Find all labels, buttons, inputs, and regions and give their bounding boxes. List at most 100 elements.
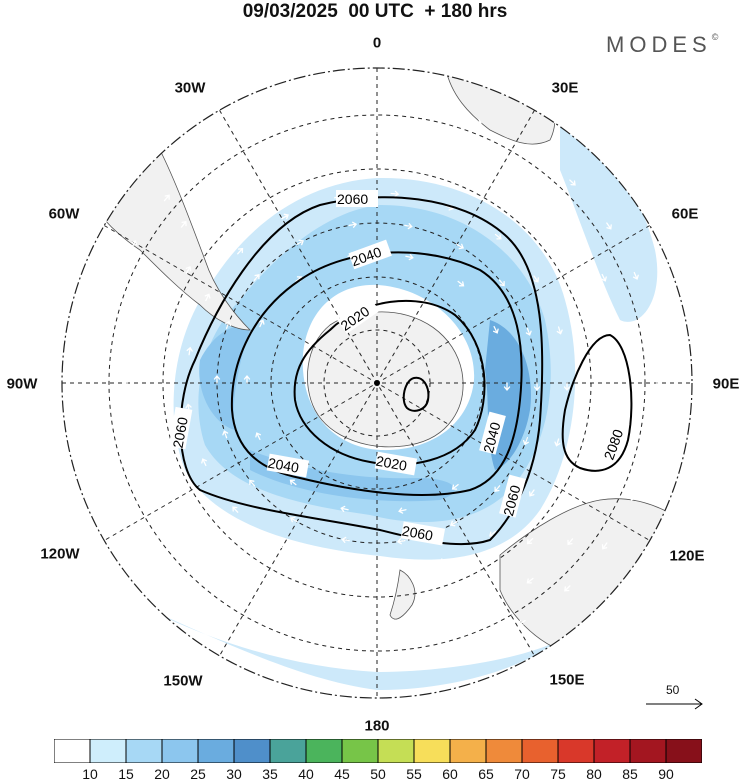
wind-vector: [618, 326, 625, 336]
map-title: 09/03/2025 00 UTC + 180 hrs: [242, 1, 508, 22]
lon-label-150w: 150W: [163, 672, 203, 690]
wind-vector: [341, 536, 350, 543]
wind-vector: [253, 126, 261, 133]
wind-vector: [261, 603, 270, 610]
lon-label-0: 0: [372, 34, 382, 52]
wind-vector: [199, 599, 207, 606]
wind-vector: [181, 486, 188, 494]
lon-label-120w: 120W: [40, 545, 80, 563]
colorbar-swatch: [161, 739, 199, 763]
lon-label-120e: 120E: [669, 547, 705, 565]
wind-vector: [201, 458, 207, 467]
wind-vector: [186, 346, 193, 356]
colorbar-swatch: [305, 739, 343, 763]
colorbar-tick-label: 15: [118, 766, 134, 782]
wind-vector: [623, 382, 631, 392]
wind-vector: [232, 506, 239, 513]
brand-text: MODES: [606, 32, 712, 57]
wind-vector: [433, 168, 442, 175]
wind-vector: [215, 532, 223, 540]
shading-south: [150, 610, 560, 690]
wind-vector: [185, 266, 192, 274]
wind-vector: [533, 275, 539, 283]
wind-vector: [522, 437, 529, 446]
wind-vector: [585, 439, 592, 448]
wind-vector: [606, 222, 612, 230]
colorbar-tick-label: 90: [658, 766, 674, 782]
wind-vector: [162, 318, 169, 327]
contour-label: 2040: [480, 420, 504, 454]
contour-2040: [230, 251, 523, 496]
lon-label-60w: 60W: [48, 205, 80, 223]
wind-vector: [313, 622, 323, 629]
wind-vector: [131, 319, 138, 329]
wind-vector: [258, 319, 265, 328]
wind-vector: [127, 511, 134, 520]
wind-vector: [498, 279, 505, 287]
contour-2020: [293, 299, 486, 466]
wind-vector: [494, 233, 502, 240]
colorbar-tick-label: 40: [298, 766, 314, 782]
wind-vector: [484, 156, 493, 163]
lon-label-30w: 30W: [174, 79, 206, 97]
wind-vector: [418, 103, 428, 110]
wind-vector: [160, 432, 167, 441]
lon-label-60e: 60E: [671, 205, 699, 223]
wind-vector: [411, 657, 421, 664]
colorbar-swatch: [593, 739, 631, 763]
wind-vector: [532, 186, 540, 193]
wind-vector: [525, 327, 532, 336]
contour-labels: 2060 2040 2020 2020 2040 2060 2060 2040 …: [168, 190, 630, 546]
wind-vector: [275, 542, 283, 549]
wind-vector: [524, 144, 532, 151]
wind-vector: [147, 484, 153, 493]
wind-vector: [94, 403, 102, 412]
wind-vector: [567, 538, 574, 546]
wind-vector: [267, 153, 276, 159]
wind-vector: [354, 659, 364, 666]
wind-vector: [222, 430, 229, 439]
wind-vector: [159, 559, 166, 567]
colorbar-swatch: [485, 739, 523, 763]
wind-vector: [556, 326, 563, 335]
wind-vector: [533, 382, 541, 392]
wind-vector: [632, 271, 639, 280]
map-boundary: [61, 67, 693, 699]
colorbar-swatch: [125, 739, 163, 763]
wind-vector: [529, 489, 535, 497]
copyright-mark: ©: [711, 32, 719, 42]
africa: [444, 68, 556, 145]
wind-vector: [473, 118, 482, 125]
wind-vector: [220, 182, 228, 189]
wind-vector: [225, 320, 232, 329]
wind-vector: [108, 291, 115, 300]
new-zealand: [389, 569, 416, 620]
lon-label-90e: 90E: [712, 375, 740, 393]
wind-vector: [266, 187, 274, 194]
wind-vector: [214, 573, 222, 580]
colorbar-swatch: [521, 739, 559, 763]
wind-vector: [478, 607, 487, 613]
wind-vector: [569, 179, 576, 186]
colorbar-swatch: [629, 739, 667, 763]
wind-vector: [281, 213, 289, 220]
wind-vector: [424, 624, 434, 631]
wind-vector: [312, 591, 321, 598]
colorbar-swatch: [341, 739, 379, 763]
wind-vector: [376, 129, 386, 137]
wind-vector: [457, 280, 465, 287]
lon-label-90w: 90W: [6, 375, 38, 393]
wind-vector: [362, 100, 371, 107]
colorbar-tick-label: 55: [406, 766, 422, 782]
contour-2080: [561, 333, 633, 472]
wind-vector: [220, 221, 228, 229]
map-disc: [62, 68, 692, 698]
wind-vector: [518, 619, 526, 626]
wind-vector: [176, 532, 183, 540]
wind-vector: [601, 542, 608, 550]
wind-vector: [95, 346, 102, 356]
wind-vector: [554, 438, 561, 447]
contour-label: 2060: [401, 522, 435, 543]
wind-vector: [289, 479, 297, 486]
